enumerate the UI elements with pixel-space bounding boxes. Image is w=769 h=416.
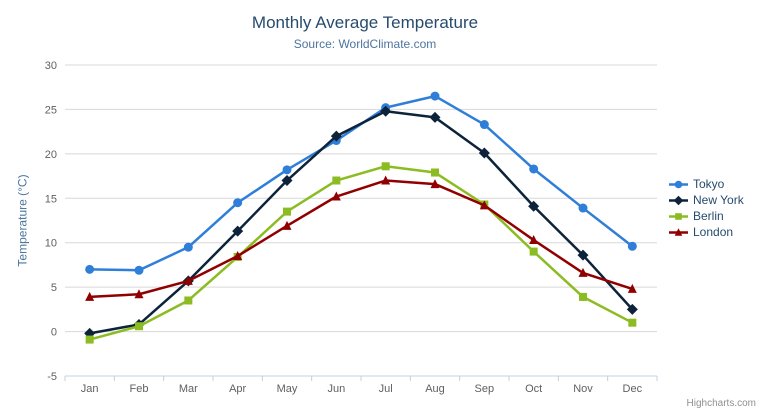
legend: Tokyo New York Berlin London [668,177,744,239]
data-point-marker [85,264,95,274]
data-point-marker [674,180,683,188]
data-point-marker [529,164,539,174]
data-point-marker [281,175,293,187]
series-line [88,94,634,272]
series-london[interactable] [85,175,637,301]
x-axis-label: Mar [179,383,198,395]
data-point-marker [578,203,588,213]
data-point-marker [330,130,342,142]
data-point-marker [331,191,341,201]
data-point-marker [528,200,540,212]
data-point-marker [283,207,291,216]
data-point-marker [134,265,144,275]
data-point-marker [184,296,193,305]
x-axis-label: Oct [525,383,542,395]
legend-item-label: Tokyo [693,177,725,191]
data-point-marker [479,120,489,130]
data-point-marker [674,227,683,236]
circle-series-marker-icon [669,180,688,188]
series-tokyo[interactable] [85,91,637,275]
data-point-marker [135,322,143,331]
data-point-marker [134,289,144,299]
credits-link[interactable]: Highcharts.com [686,398,756,409]
y-axis-label: -5 [47,371,57,383]
data-point-marker [628,318,637,327]
y-axis-label: 30 [45,60,57,72]
triangle-series-marker-icon [669,227,688,236]
x-axis-label: Jul [379,383,393,395]
legend-item-label: London [693,225,734,239]
x-axis-label: Feb [130,383,149,395]
series-line [88,179,634,299]
legend-item-label: Berlin [693,209,724,223]
data-point-marker [381,162,390,171]
data-point-marker [579,292,587,301]
data-point-marker [626,303,638,315]
data-point-marker [233,198,243,208]
x-axis-label: Dec [623,383,643,395]
data-point-marker [430,179,440,189]
legend-item-tokyo[interactable]: Tokyo [668,177,744,191]
chart-subtitle: Source: WorldClimate.com [293,37,437,51]
y-axis-label: 10 [45,238,57,250]
data-point-marker [675,212,682,220]
x-axis-label: Jun [327,383,345,395]
data-point-marker [429,111,441,123]
series-new-york[interactable] [84,105,638,339]
x-axis-label: Nov [573,383,593,395]
data-point-marker [381,175,391,185]
x-axis-label: Aug [425,383,445,395]
data-point-marker [577,249,589,261]
y-axis-label: 5 [51,282,57,294]
chart-title: Monthly Average Temperature [251,13,479,32]
data-point-marker [183,242,193,252]
data-point-marker [529,247,538,256]
data-point-marker [673,195,684,205]
y-axis-label: 15 [45,193,57,205]
data-point-marker [430,91,440,101]
series-line [88,109,634,335]
data-point-marker [282,165,292,175]
x-axis-label: May [277,383,298,395]
y-axis-label: 0 [51,327,57,339]
legend-item-berlin[interactable]: Berlin [668,209,744,223]
data-point-marker [478,147,490,159]
diamond-series-marker-icon [669,195,688,205]
data-point-marker [431,168,439,177]
data-point-marker [529,235,539,245]
y-axis-label: 25 [45,104,57,116]
square-series-marker-icon [669,212,688,220]
data-point-marker [233,251,243,261]
data-point-marker [85,291,95,301]
legend-item-london[interactable]: London [668,225,744,239]
data-point-marker [85,335,94,344]
data-point-marker [282,220,292,230]
x-axis-label: Jan [81,383,99,395]
data-point-marker [183,275,193,285]
data-point-marker [380,105,392,117]
x-axis-label: Sep [475,383,495,395]
data-point-marker [479,200,489,210]
legend-item-label: New York [693,193,744,207]
data-point-marker [627,241,637,251]
y-axis-label: 20 [45,149,57,161]
series-line [88,165,634,341]
export-menu-button[interactable] [730,20,750,42]
data-point-marker [627,283,637,293]
data-point-marker [332,176,341,185]
x-axis-label: Apr [229,383,246,395]
y-axis-title: Temperature (°C) [15,174,30,267]
data-point-marker [578,267,588,277]
data-point-marker [232,225,244,237]
legend-item-new-york[interactable]: New York [668,193,744,207]
